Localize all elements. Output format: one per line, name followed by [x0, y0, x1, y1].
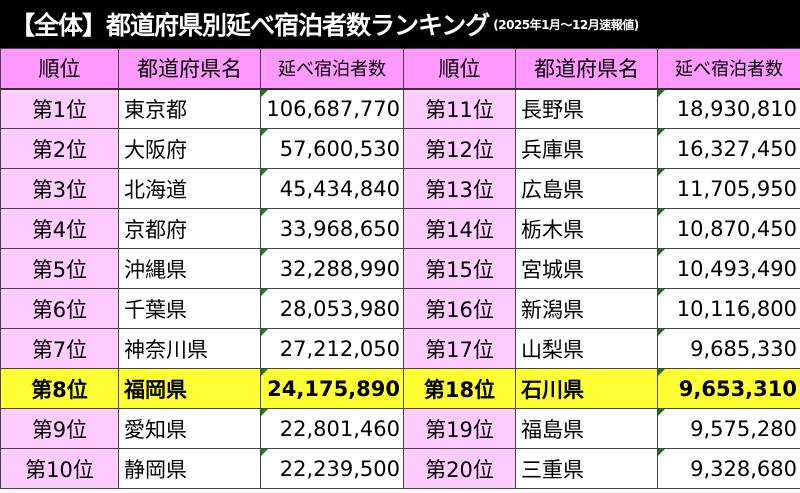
prefecture-cell: 大阪府: [118, 128, 261, 169]
prefecture-cell: 千葉県: [118, 288, 261, 329]
table-row: 第7位 神奈川県 27,212,050 第17位 山梨県 9,685,330: [0, 328, 800, 369]
prefecture-cell: 東京都: [118, 88, 261, 129]
rank-cell: 第3位: [0, 168, 119, 209]
stays-cell: 9,653,310: [657, 368, 800, 409]
prefecture-cell: 宮城県: [515, 248, 658, 289]
stays-cell: 9,328,680: [657, 448, 800, 489]
header-stays: 延べ宿泊者数: [657, 48, 800, 90]
stays-cell: 45,434,840: [260, 168, 404, 209]
rank-cell: 第6位: [0, 288, 119, 329]
stays-cell: 33,968,650: [260, 208, 404, 249]
rank-cell: 第12位: [403, 128, 516, 169]
table-row: 第4位 京都府 33,968,650 第14位 栃木県 10,870,450: [0, 208, 800, 249]
rank-cell: 第7位: [0, 328, 119, 369]
rank-cell: 第11位: [403, 88, 516, 129]
ranking-table: 順位 都道府県名 延べ宿泊者数 順位 都道府県名 延べ宿泊者数 第1位 東京都 10…: [0, 48, 800, 489]
prefecture-cell: 山梨県: [515, 328, 658, 369]
stays-cell: 11,705,950: [657, 168, 800, 209]
stays-cell: 57,600,530: [260, 128, 404, 169]
stays-cell: 10,870,450: [657, 208, 800, 249]
prefecture-cell: 石川県: [515, 368, 658, 409]
rank-cell: 第20位: [403, 448, 516, 489]
prefecture-cell: 沖縄県: [118, 248, 261, 289]
prefecture-cell: 福島県: [515, 408, 658, 449]
prefecture-cell: 広島県: [515, 168, 658, 209]
stays-cell: 9,685,330: [657, 328, 800, 369]
prefecture-cell: 三重県: [515, 448, 658, 489]
header-rank: 順位: [403, 48, 516, 90]
stays-cell: 9,575,280: [657, 408, 800, 449]
rank-cell: 第4位: [0, 208, 119, 249]
header-row: 順位 都道府県名 延べ宿泊者数 順位 都道府県名 延べ宿泊者数: [0, 48, 800, 90]
stays-cell: 22,801,460: [260, 408, 404, 449]
prefecture-cell: 神奈川県: [118, 328, 261, 369]
table-row: 第10位 静岡県 22,239,500 第20位 三重県 9,328,680: [0, 448, 800, 489]
rank-cell: 第15位: [403, 248, 516, 289]
table-row: 第2位 大阪府 57,600,530 第12位 兵庫県 16,327,450: [0, 128, 800, 169]
stays-cell: 16,327,450: [657, 128, 800, 169]
rank-cell: 第16位: [403, 288, 516, 329]
table-title: 【全体】都道府県別延べ宿泊者数ランキング (2025年1月～12月速報値): [0, 0, 800, 48]
prefecture-cell: 京都府: [118, 208, 261, 249]
prefecture-cell: 愛知県: [118, 408, 261, 449]
table-row: 第9位 愛知県 22,801,460 第19位 福島県 9,575,280: [0, 408, 800, 449]
rank-cell: 第2位: [0, 128, 119, 169]
table-row: 第1位 東京都 106,687,770 第11位 長野県 18,930,810: [0, 88, 800, 129]
stays-cell: 10,116,800: [657, 288, 800, 329]
stays-cell: 22,239,500: [260, 448, 404, 489]
rank-cell: 第14位: [403, 208, 516, 249]
stays-cell: 28,053,980: [260, 288, 404, 329]
rank-cell: 第1位: [0, 88, 119, 129]
rank-cell: 第10位: [0, 448, 119, 489]
prefecture-cell: 兵庫県: [515, 128, 658, 169]
header-prefecture: 都道府県名: [515, 48, 658, 90]
prefecture-cell: 新潟県: [515, 288, 658, 329]
table-row: 第8位 福岡県 24,175,890 第18位 石川県 9,653,310: [0, 368, 800, 409]
prefecture-cell: 北海道: [118, 168, 261, 209]
rank-cell: 第13位: [403, 168, 516, 209]
stays-cell: 32,288,990: [260, 248, 404, 289]
stays-cell: 106,687,770: [260, 88, 404, 129]
rank-cell: 第17位: [403, 328, 516, 369]
table-row: 第3位 北海道 45,434,840 第13位 広島県 11,705,950: [0, 168, 800, 209]
rank-cell: 第18位: [403, 368, 516, 409]
stays-cell: 27,212,050: [260, 328, 404, 369]
prefecture-cell: 静岡県: [118, 448, 261, 489]
prefecture-cell: 福岡県: [118, 368, 261, 409]
stays-cell: 10,493,490: [657, 248, 800, 289]
prefecture-cell: 栃木県: [515, 208, 658, 249]
title-period: (2025年1月～12月速報値): [493, 17, 639, 32]
rank-cell: 第9位: [0, 408, 119, 449]
rank-cell: 第19位: [403, 408, 516, 449]
table-row: 第6位 千葉県 28,053,980 第16位 新潟県 10,116,800: [0, 288, 800, 329]
rank-cell: 第8位: [0, 368, 119, 409]
rank-cell: 第5位: [0, 248, 119, 289]
header-stays: 延べ宿泊者数: [260, 48, 404, 90]
prefecture-cell: 長野県: [515, 88, 658, 129]
header-rank: 順位: [0, 48, 119, 90]
table-row: 第5位 沖縄県 32,288,990 第15位 宮城県 10,493,490: [0, 248, 800, 289]
title-main: 【全体】都道府県別延べ宿泊者数ランキング: [10, 11, 490, 40]
header-prefecture: 都道府県名: [118, 48, 261, 90]
stays-cell: 24,175,890: [260, 368, 404, 409]
stays-cell: 18,930,810: [657, 88, 800, 129]
